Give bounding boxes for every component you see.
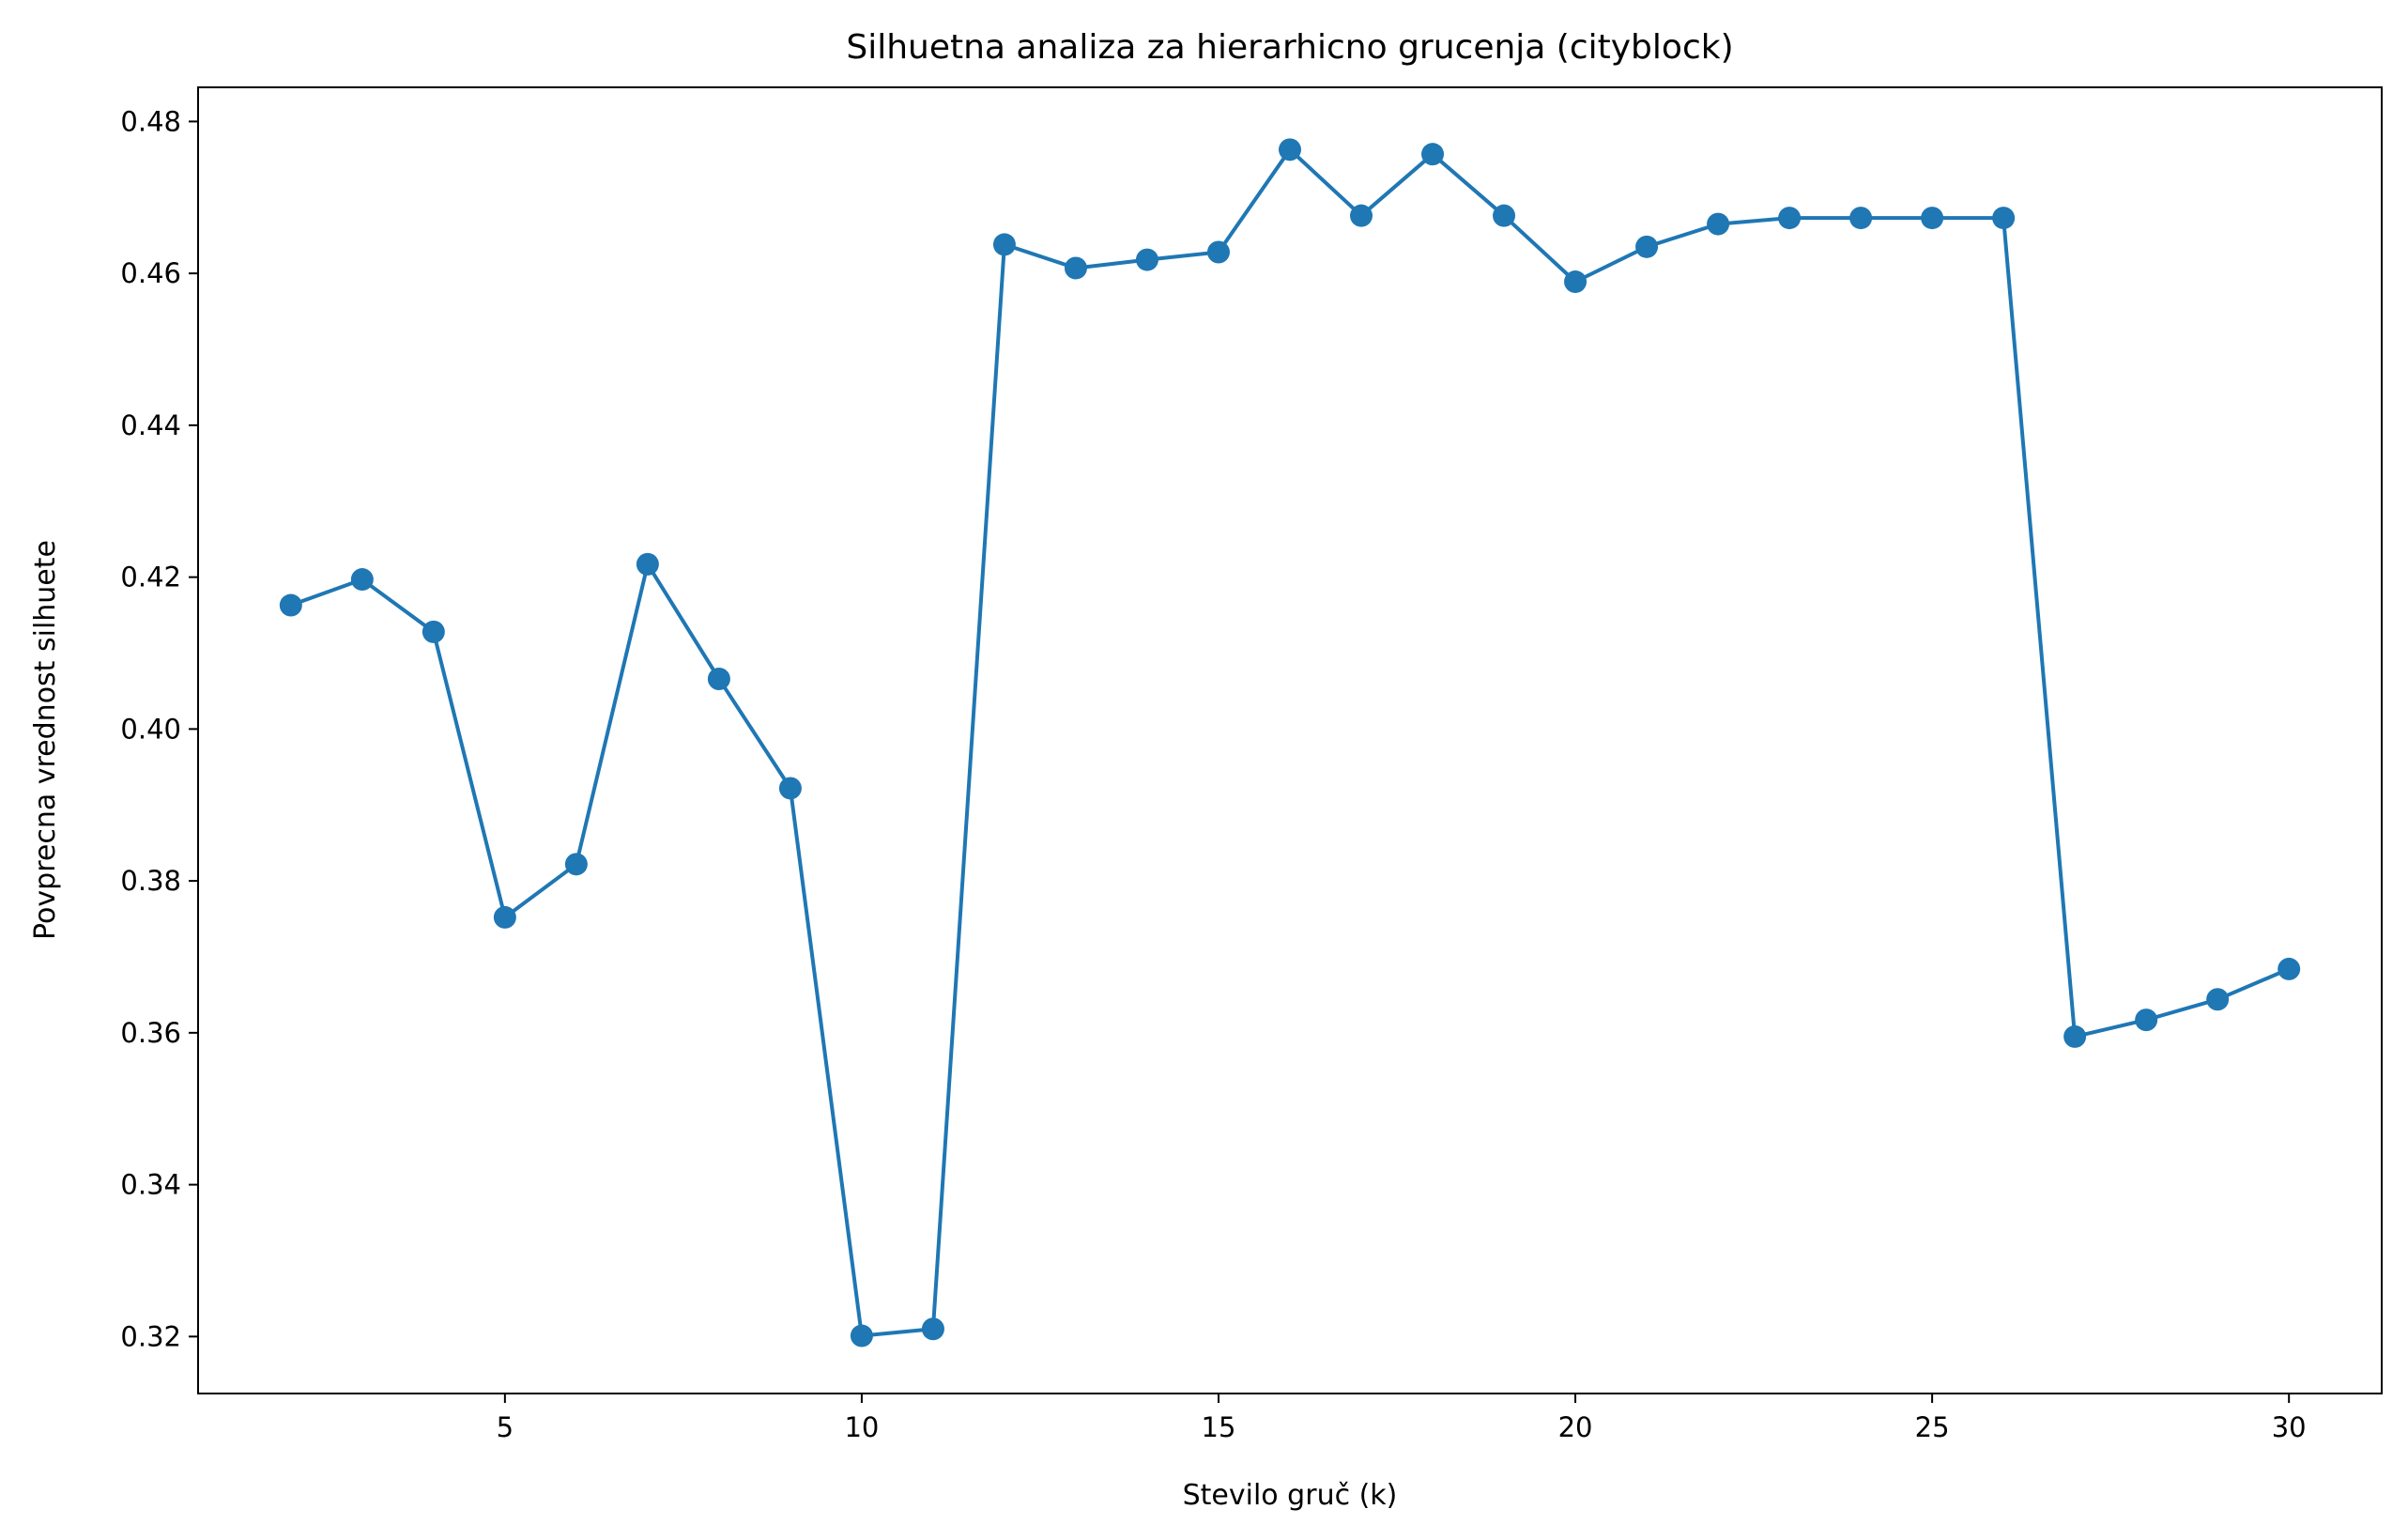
- x-axis: 5 10 15 20 25 30: [497, 1394, 2307, 1443]
- data-point: [1849, 207, 1873, 230]
- series-line-group: [279, 138, 2301, 1348]
- data-point: [1921, 207, 1944, 230]
- data-point: [1206, 240, 1230, 264]
- data-point: [2135, 1009, 2158, 1032]
- data-point: [1421, 143, 1445, 166]
- y-tick-label: 0.44: [120, 409, 181, 441]
- x-tick-label: 25: [1915, 1411, 1950, 1443]
- x-axis-title: Stevilo gruč (k): [1183, 1479, 1398, 1512]
- y-tick-label: 0.48: [120, 105, 181, 137]
- x-tick-label: 15: [1202, 1411, 1236, 1443]
- data-point: [1135, 248, 1158, 271]
- series-line: [290, 147, 2290, 1338]
- data-point: [422, 620, 445, 643]
- data-point: [707, 667, 730, 690]
- plot-area: [197, 86, 2383, 1394]
- data-point: [1493, 204, 1516, 227]
- y-tick-label: 0.38: [120, 865, 181, 897]
- y-tick-label: 0.40: [120, 713, 181, 745]
- x-tick-label: 20: [1558, 1411, 1593, 1443]
- data-point: [1564, 270, 1587, 294]
- chart-title: Silhuetna analiza za hierarhicno grucenj…: [846, 28, 1733, 67]
- data-point: [1778, 207, 1802, 230]
- y-tick-label: 0.36: [120, 1017, 181, 1049]
- x-tick-label: 10: [844, 1411, 879, 1443]
- data-point: [493, 905, 516, 929]
- y-tick-label: 0.34: [120, 1169, 181, 1201]
- data-point: [2278, 957, 2301, 980]
- data-point: [1992, 207, 2016, 230]
- data-point: [992, 233, 1016, 256]
- data-point: [2206, 988, 2230, 1011]
- plot-frame: [197, 86, 2383, 1394]
- data-point: [1279, 138, 1301, 162]
- data-point: [850, 1324, 873, 1348]
- data-point: [564, 853, 588, 876]
- data-point: [350, 568, 374, 592]
- x-tick-label: 30: [2272, 1411, 2307, 1443]
- data-point: [1350, 204, 1373, 227]
- data-point: [778, 777, 802, 800]
- y-tick-label: 0.46: [120, 257, 181, 289]
- data-point: [1635, 235, 1659, 258]
- y-tick-label: 0.42: [120, 562, 181, 593]
- data-point: [1707, 212, 1730, 236]
- data-point: [1064, 256, 1087, 280]
- data-point: [2063, 1024, 2087, 1048]
- data-point: [279, 593, 302, 617]
- y-axis: 0.32 0.34 0.36 0.38 0.40 0.42 0.44 0.46 0.48: [120, 105, 198, 1352]
- y-axis-title: Povprecna vrednost silhuete: [29, 540, 62, 940]
- data-point: [636, 552, 659, 576]
- y-tick-label: 0.32: [120, 1320, 181, 1352]
- x-tick-label: 5: [497, 1411, 514, 1443]
- data-point: [921, 1317, 944, 1341]
